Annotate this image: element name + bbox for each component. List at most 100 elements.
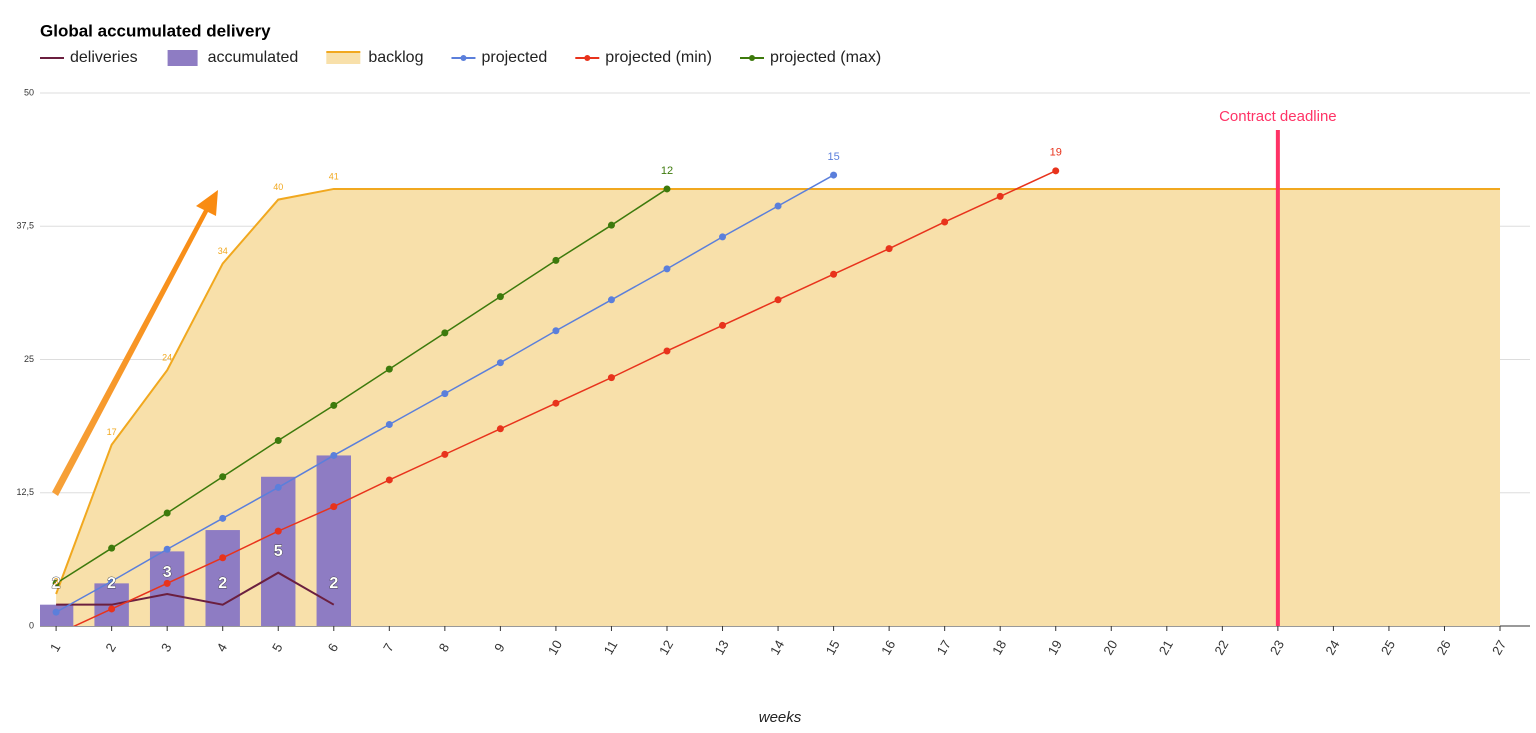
line [55, 188, 668, 584]
data-label: 15 [827, 151, 839, 163]
data-label: 2 [52, 575, 61, 592]
data-label: 3 [54, 576, 59, 586]
point [53, 631, 60, 638]
point [552, 327, 560, 335]
data-label: 2 [329, 575, 338, 592]
point [108, 544, 116, 552]
point [663, 185, 671, 193]
x-tick-label: 12 [656, 637, 676, 657]
legend-label: projected (min) [605, 49, 712, 66]
point [719, 233, 727, 241]
legend-label: deliveries [70, 49, 138, 66]
point [163, 509, 171, 517]
x-tick-label: 2 [102, 641, 119, 655]
point [330, 503, 338, 511]
trend-arrow [52, 190, 218, 496]
x-tick-label: 11 [601, 638, 621, 657]
data-label: 2 [218, 575, 227, 592]
annotation-label: Contract deadline [1219, 108, 1337, 125]
point [496, 425, 504, 433]
point [108, 605, 116, 613]
point [830, 270, 838, 278]
x-tick-label: 9 [491, 641, 508, 655]
x-tick-label: 22 [1211, 637, 1231, 657]
x-tick-label: 24 [1322, 637, 1342, 657]
x-tick-label: 16 [878, 637, 898, 657]
legend: deliveries accumulated backlog projected pro… [40, 49, 881, 66]
point [52, 608, 60, 616]
data-label: 19 [1050, 147, 1062, 159]
point [163, 545, 171, 553]
x-tick-label: 3 [158, 641, 175, 655]
y-tick-label: 50 [24, 87, 34, 97]
data-label: 12 [661, 165, 673, 177]
point [941, 218, 949, 226]
data-label: 34 [218, 246, 228, 256]
point [330, 401, 338, 409]
y-tick-label: 0 [29, 620, 34, 630]
x-tick-label: 4 [213, 641, 230, 655]
data-label: 24 [162, 353, 172, 363]
point [385, 421, 393, 429]
data-label: 3 [163, 564, 172, 581]
data-label: 5 [274, 543, 283, 560]
x-tick-label: 25 [1378, 637, 1398, 657]
data-label: 2 [107, 575, 116, 592]
point [774, 202, 782, 210]
point [385, 476, 393, 484]
area [56, 188, 1501, 626]
point [607, 374, 615, 382]
data-label: 41 [329, 171, 339, 181]
legend-swatch [584, 55, 591, 61]
x-tick-label: 7 [380, 641, 397, 655]
point [496, 359, 504, 367]
point [441, 450, 449, 458]
x-tick-label: 26 [1433, 637, 1453, 657]
x-axis-label: weeks [759, 709, 802, 726]
point [274, 437, 282, 445]
x-tick-label: 1 [47, 641, 64, 655]
legend-label: projected (max) [770, 49, 881, 66]
point [1052, 167, 1060, 175]
point [719, 321, 727, 329]
point [996, 192, 1004, 200]
point [496, 293, 504, 301]
point [219, 514, 227, 522]
point [607, 221, 615, 229]
point [274, 527, 282, 535]
line [56, 571, 335, 606]
legend-label: accumulated [208, 49, 299, 66]
area-line [55, 187, 1501, 595]
x-tick-label: 20 [1100, 637, 1120, 657]
point [441, 390, 449, 398]
legend-swatch [167, 50, 198, 66]
legend-swatch [326, 52, 361, 64]
x-tick-label: 5 [269, 641, 286, 655]
data-label: 17 [107, 427, 117, 437]
x-tick-label: 6 [325, 641, 342, 655]
point [663, 265, 671, 273]
point [552, 399, 560, 407]
point [885, 245, 893, 253]
chart-title: Global accumulated delivery [40, 21, 271, 40]
point [163, 579, 171, 587]
plot-area [40, 167, 1501, 638]
x-tick-label: 8 [436, 641, 453, 655]
point [663, 347, 671, 355]
point [385, 365, 393, 373]
data-label: 40 [273, 182, 283, 192]
bar [316, 455, 351, 626]
legend-swatch [460, 55, 467, 61]
bar [205, 530, 240, 626]
legend-swatch [749, 55, 755, 61]
y-tick-label: 37,5 [16, 221, 34, 231]
y-tick-label: 25 [24, 354, 34, 364]
point [830, 171, 838, 179]
legend-label: backlog [368, 49, 423, 66]
x-tick-label: 18 [989, 637, 1009, 657]
point [441, 329, 449, 337]
point [607, 296, 615, 304]
point [219, 473, 227, 481]
y-tick-label: 12,5 [16, 487, 34, 497]
